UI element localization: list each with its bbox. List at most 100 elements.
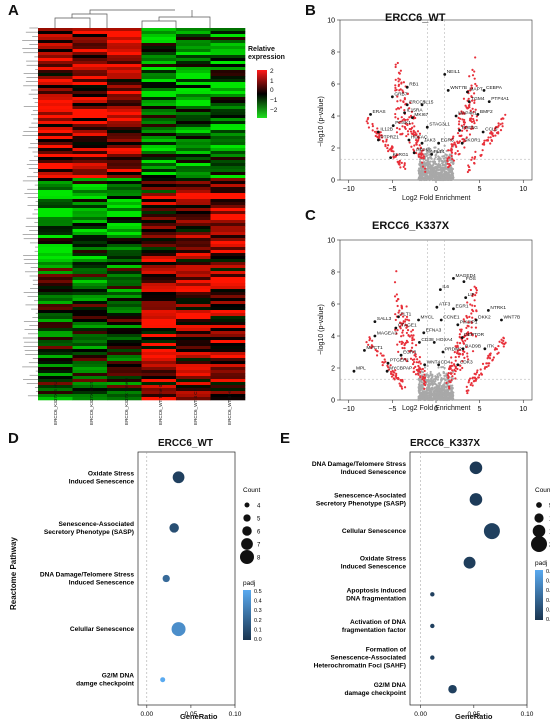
nonsig-point: [420, 379, 423, 383]
heatmap-cell: [176, 352, 211, 356]
pathway-dot: [463, 556, 476, 569]
gene-point: [483, 347, 487, 351]
heatmap-cell: [210, 271, 246, 275]
nonsig-point: [439, 151, 442, 154]
heatmap-cell: [38, 316, 73, 320]
heatmap-cell: [210, 301, 246, 305]
heatmap-cell: [141, 211, 177, 215]
nonsig-point: [433, 157, 436, 161]
heatmap-cell: [141, 346, 177, 350]
heatmap-cell: [176, 343, 211, 347]
nonsig-point: [443, 378, 447, 381]
heatmap-cell: [176, 265, 211, 269]
heatmap-cell: [72, 313, 108, 317]
heatmap-cell: [176, 238, 211, 242]
nonsig-point: [417, 176, 421, 179]
heatmap-cell: [107, 364, 142, 368]
sig-point: [499, 123, 502, 126]
nonsig-point: [447, 390, 450, 393]
gene-point: [405, 85, 409, 89]
heatmap-cell: [72, 133, 108, 137]
nonsig-point: [418, 391, 421, 394]
heatmap-cell: [176, 142, 211, 146]
sig-point: [413, 358, 416, 361]
heatmap-cell: [210, 382, 246, 386]
heatmap-cell: [141, 256, 177, 260]
nonsig-point: [430, 175, 434, 178]
heatmap-cell: [38, 379, 73, 383]
sig-point: [463, 320, 466, 323]
sig-point: [371, 125, 375, 128]
heatmap-cell: [210, 175, 246, 179]
nonsig-point: [438, 158, 441, 161]
sig-point: [475, 309, 478, 312]
nonsig-point: [438, 372, 441, 375]
sig-point: [395, 372, 398, 376]
sig-point: [400, 161, 403, 164]
nonsig-point: [431, 173, 435, 176]
nonsig-point: [429, 169, 433, 172]
sig-point: [473, 285, 476, 288]
heatmap-cell: [107, 289, 142, 293]
heatmap-cell: [107, 76, 142, 80]
gene-label: GRB7: [394, 91, 407, 97]
sig-point: [471, 294, 474, 298]
heatmap-cell: [107, 382, 142, 386]
heatmap-cell: [176, 262, 211, 266]
sig-point: [419, 362, 422, 365]
heatmap-cell: [107, 88, 142, 92]
gene-point: [386, 361, 390, 365]
gene-point: [390, 95, 394, 99]
sig-point: [407, 133, 410, 136]
heatmap-cell: [107, 319, 142, 323]
sig-point: [461, 360, 464, 363]
heatmap-cell: [38, 229, 73, 233]
gene-point: [476, 113, 480, 116]
heatmap-cell: [107, 331, 142, 335]
heatmap-cell: [38, 382, 73, 386]
sig-point: [371, 129, 374, 132]
sig-point: [397, 71, 401, 74]
color-legend-label: 0.5: [546, 569, 550, 575]
heatmap-cell: [210, 109, 246, 113]
nonsig-point: [434, 375, 437, 378]
gene-label: CD38: [421, 337, 434, 343]
sig-point: [450, 361, 453, 364]
sig-point: [382, 354, 385, 357]
sig-point: [471, 114, 474, 117]
nonsig-point: [449, 168, 453, 172]
nonsig-point: [436, 177, 439, 180]
sig-point: [410, 145, 413, 148]
heatmap-cell: [176, 355, 211, 359]
sig-point: [463, 118, 466, 122]
heatmap-cell: [38, 97, 73, 101]
sig-point: [469, 303, 472, 306]
color-legend-label: 0.2: [546, 598, 550, 604]
heatmap-cell: [210, 100, 246, 104]
sig-point: [467, 97, 470, 100]
nonsig-point: [430, 382, 433, 386]
heatmap-cell: [176, 385, 211, 389]
sig-point: [447, 371, 450, 375]
sig-point: [465, 332, 468, 335]
sig-point: [412, 130, 415, 133]
heatmap-cell: [176, 100, 211, 104]
heatmap-cell: [210, 118, 246, 122]
nonsig-point: [425, 164, 428, 167]
heatmap-cell: [176, 328, 211, 332]
sig-point: [478, 373, 481, 377]
heatmap-cell: [38, 175, 73, 179]
heatmap-cell: [141, 265, 177, 269]
sig-point: [399, 384, 402, 388]
heatmap-cell: [210, 85, 246, 89]
heatmap-cell: [141, 55, 177, 59]
heatmap-cell: [107, 343, 142, 347]
nonsig-point: [437, 155, 440, 158]
nonsig-point: [432, 162, 435, 165]
gene-point: [458, 129, 461, 132]
heatmap-cell: [72, 226, 108, 230]
color-legend-title: padj: [535, 560, 547, 567]
sig-point: [454, 377, 457, 380]
nonsig-point: [451, 167, 454, 171]
nonsig-point: [437, 391, 440, 394]
